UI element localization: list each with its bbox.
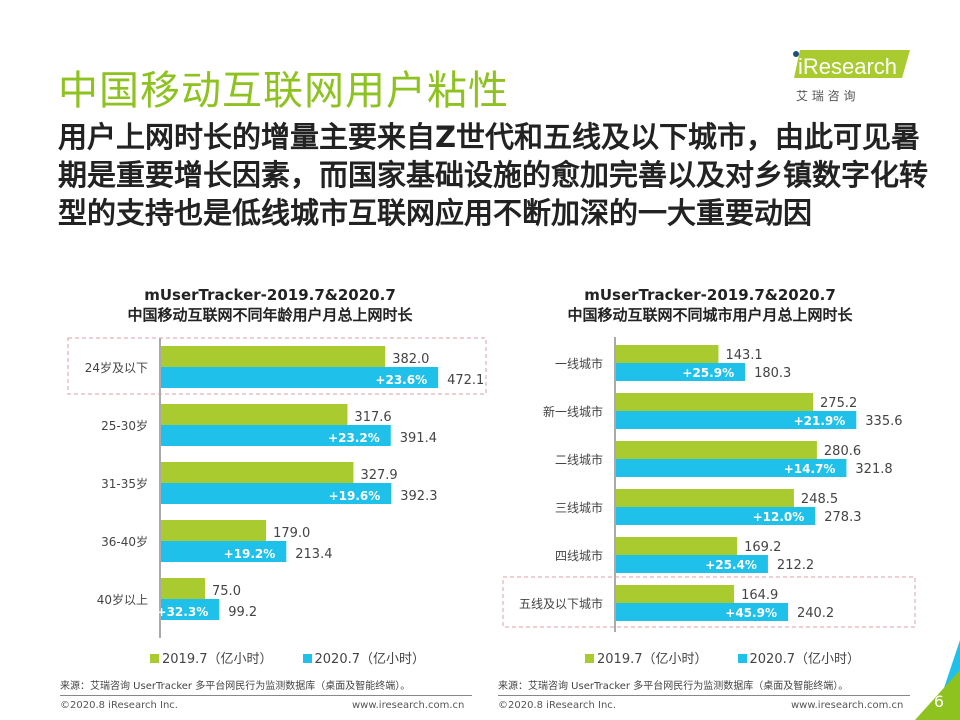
chart-title: mUserTracker-2019.7&2020.7 bbox=[144, 286, 396, 304]
category-label: 31-35岁 bbox=[101, 476, 148, 491]
chart-title: mUserTracker-2019.7&2020.7 bbox=[584, 286, 836, 304]
bar-2020 bbox=[616, 507, 816, 525]
bar-2019 bbox=[616, 393, 814, 411]
growth-label: +19.2% bbox=[224, 547, 276, 561]
chart-title-city: mUserTracker-2019.7&2020.7 中国移动互联网不同城市用户… bbox=[500, 285, 920, 325]
legend-city: 2019.7（亿小时） 2020.7（亿小时） bbox=[585, 648, 860, 667]
highlight-box bbox=[502, 576, 916, 628]
growth-label: +21.9% bbox=[794, 414, 846, 428]
page-number: 6 bbox=[933, 692, 944, 711]
bar-2020 bbox=[161, 541, 287, 562]
bar-2020 bbox=[616, 603, 788, 621]
bar-2019 bbox=[616, 537, 738, 555]
growth-label: +14.7% bbox=[784, 462, 836, 476]
bar-2019 bbox=[616, 585, 735, 603]
growth-label: +32.3% bbox=[157, 605, 209, 619]
bar-2020 bbox=[616, 411, 857, 429]
bar-2019 bbox=[616, 441, 817, 459]
value-label-2020: 240.2 bbox=[797, 606, 834, 621]
bar-2020 bbox=[161, 367, 439, 388]
value-label-2020: 391.4 bbox=[400, 431, 437, 446]
growth-label: +19.6% bbox=[329, 489, 381, 503]
value-label-2019: 327.9 bbox=[360, 468, 397, 483]
chart-subtitle: 中国移动互联网不同城市用户月总上网时长 bbox=[567, 306, 853, 324]
value-label-2020: 213.4 bbox=[295, 547, 332, 562]
category-label: 五线及以下城市 bbox=[519, 596, 603, 611]
copyright: ©2020.8 iResearch Inc. bbox=[60, 700, 178, 711]
category-label: 36-40岁 bbox=[101, 534, 148, 549]
growth-label: +23.6% bbox=[375, 373, 427, 387]
growth-label: +25.9% bbox=[682, 366, 734, 380]
legend-item-2020: 2020.7（亿小时） bbox=[302, 648, 425, 667]
value-label-2019: 248.5 bbox=[801, 492, 838, 507]
category-label: 25-30岁 bbox=[101, 418, 148, 433]
category-label: 24岁及以下 bbox=[85, 360, 148, 375]
category-label: 新一线城市 bbox=[543, 404, 603, 419]
legend-age: 2019.7（亿小时） 2020.7（亿小时） bbox=[150, 648, 425, 667]
category-label: 三线城市 bbox=[555, 500, 603, 515]
value-label-2020: 321.8 bbox=[855, 462, 892, 477]
value-label-2019: 275.2 bbox=[820, 396, 857, 411]
bar-2019 bbox=[616, 489, 794, 507]
value-label-2020: 472.1 bbox=[447, 373, 484, 388]
value-label-2019: 280.6 bbox=[824, 444, 861, 459]
value-label-2019: 75.0 bbox=[212, 584, 241, 599]
page-subtitle: 用户上网时长的增量主要来自Z世代和五线及以下城市，由此可见暑期是重要增长因素，而… bbox=[58, 120, 929, 230]
page-title: 中国移动互联网用户粘性 bbox=[58, 68, 509, 114]
value-label-2020: 212.2 bbox=[777, 558, 814, 573]
legend-item-2019: 2019.7（亿小时） bbox=[585, 648, 708, 667]
category-label: 一线城市 bbox=[555, 356, 603, 371]
value-label-2020: 335.6 bbox=[865, 414, 902, 429]
chart-title-age: mUserTracker-2019.7&2020.7 中国移动互联网不同年龄用户… bbox=[60, 285, 480, 325]
category-label: 40岁以上 bbox=[97, 592, 148, 607]
legend-item-2019: 2019.7（亿小时） bbox=[150, 648, 273, 667]
website-link[interactable]: www.iresearch.com.cn bbox=[791, 700, 904, 711]
bar-2019 bbox=[161, 346, 386, 367]
bar-2019 bbox=[616, 345, 719, 363]
iresearch-logo: iResearch 艾 瑞 咨 询 bbox=[793, 50, 910, 103]
bar-2019 bbox=[161, 404, 348, 425]
value-label-2020: 392.3 bbox=[400, 489, 437, 504]
source-note: 来源：艾瑞咨询 UserTracker 多平台网民行为监测数据库（桌面及智能终端… bbox=[498, 677, 910, 696]
value-label-2019: 169.2 bbox=[744, 540, 781, 555]
growth-label: +23.2% bbox=[328, 431, 380, 445]
growth-label: +45.9% bbox=[725, 606, 777, 620]
category-label: 二线城市 bbox=[555, 452, 603, 467]
bar-2019 bbox=[161, 578, 206, 599]
chart-subtitle: 中国移动互联网不同年龄用户月总上网时长 bbox=[127, 306, 413, 324]
value-label-2020: 99.2 bbox=[228, 605, 257, 620]
highlight-box bbox=[67, 337, 487, 395]
bar-2019 bbox=[161, 462, 354, 483]
growth-label: +25.4% bbox=[705, 558, 757, 572]
legend-item-2020: 2020.7（亿小时） bbox=[737, 648, 860, 667]
bar-2020 bbox=[616, 555, 768, 573]
growth-label: +12.0% bbox=[753, 510, 805, 524]
value-label-2019: 179.0 bbox=[273, 526, 310, 541]
bar-2020 bbox=[616, 459, 847, 477]
bar-2020 bbox=[161, 483, 392, 504]
value-label-2019: 164.9 bbox=[741, 588, 778, 603]
source-note: 来源：艾瑞咨询 UserTracker 多平台网民行为监测数据库（桌面及智能终端… bbox=[60, 677, 472, 696]
copyright: ©2020.8 iResearch Inc. bbox=[498, 700, 616, 711]
corner-decoration bbox=[915, 640, 960, 720]
svg-text:艾 瑞 咨 询: 艾 瑞 咨 询 bbox=[796, 88, 855, 103]
value-label-2019: 317.6 bbox=[354, 410, 391, 425]
bar-2019 bbox=[161, 520, 267, 541]
bar-2020 bbox=[616, 363, 746, 381]
value-label-2020: 278.3 bbox=[824, 510, 861, 525]
bar-2020 bbox=[161, 599, 220, 620]
category-label: 四线城市 bbox=[555, 548, 603, 563]
value-label-2020: 180.3 bbox=[754, 366, 791, 381]
bar-2020 bbox=[161, 425, 391, 446]
svg-text:iResearch: iResearch bbox=[798, 54, 897, 79]
website-link[interactable]: www.iresearch.com.cn bbox=[352, 700, 465, 711]
value-label-2019: 382.0 bbox=[392, 352, 429, 367]
value-label-2019: 143.1 bbox=[725, 348, 762, 363]
